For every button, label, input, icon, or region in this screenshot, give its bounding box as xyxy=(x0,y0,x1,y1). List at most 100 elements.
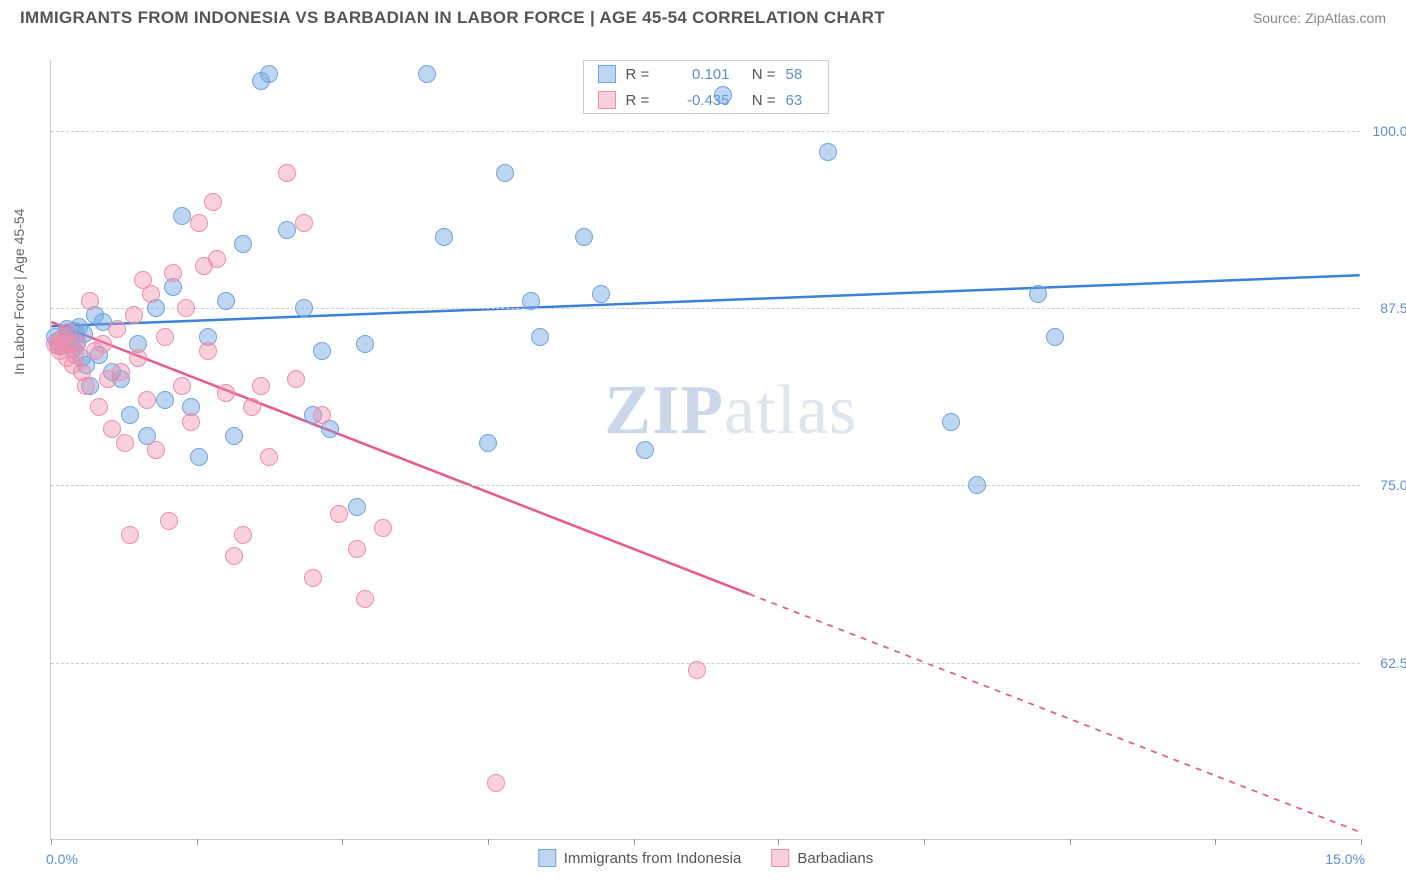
scatter-point xyxy=(177,299,195,317)
legend-n-label: N = xyxy=(740,66,776,83)
scatter-point xyxy=(313,342,331,360)
scatter-point xyxy=(479,434,497,452)
gridline-horizontal xyxy=(51,308,1360,309)
watermark: ZIPatlas xyxy=(604,371,857,451)
scatter-point xyxy=(208,250,226,268)
scatter-point xyxy=(636,441,654,459)
scatter-point xyxy=(942,413,960,431)
legend-series-label: Immigrants from Indonesia xyxy=(564,850,742,867)
scatter-point xyxy=(138,391,156,409)
scatter-point xyxy=(199,342,217,360)
scatter-point xyxy=(819,143,837,161)
trend-line-dashed xyxy=(749,594,1360,832)
scatter-point xyxy=(121,406,139,424)
legend-n-value: 63 xyxy=(786,92,814,109)
scatter-point xyxy=(217,292,235,310)
scatter-point xyxy=(173,377,191,395)
scatter-point xyxy=(968,476,986,494)
scatter-point xyxy=(160,512,178,530)
x-axis-min-label: 0.0% xyxy=(46,851,78,867)
scatter-point xyxy=(592,285,610,303)
scatter-point xyxy=(129,349,147,367)
y-tick-label: 62.5% xyxy=(1365,655,1406,671)
scatter-point xyxy=(435,228,453,246)
scatter-point xyxy=(330,505,348,523)
scatter-point xyxy=(304,569,322,587)
legend-swatch xyxy=(771,849,789,867)
x-tick xyxy=(197,839,198,845)
scatter-point xyxy=(190,214,208,232)
x-tick xyxy=(1361,839,1362,845)
scatter-point xyxy=(278,164,296,182)
gridline-horizontal xyxy=(51,485,1360,486)
scatter-point xyxy=(295,299,313,317)
scatter-point xyxy=(68,335,86,353)
legend-correlation-row: R = 0.101 N = 58 xyxy=(584,61,828,87)
scatter-point xyxy=(173,207,191,225)
scatter-point xyxy=(348,540,366,558)
x-tick xyxy=(51,839,52,845)
y-axis-label: In Labor Force | Age 45-54 xyxy=(11,208,27,374)
scatter-point xyxy=(77,377,95,395)
y-tick-label: 75.0% xyxy=(1365,477,1406,493)
scatter-point xyxy=(295,214,313,232)
scatter-point xyxy=(278,221,296,239)
scatter-point xyxy=(287,370,305,388)
scatter-point xyxy=(156,328,174,346)
scatter-point xyxy=(356,335,374,353)
scatter-point xyxy=(81,292,99,310)
chart-title: IMMIGRANTS FROM INDONESIA VS BARBADIAN I… xyxy=(20,8,885,28)
scatter-point xyxy=(121,526,139,544)
series-legend: Immigrants from Indonesia Barbadians xyxy=(538,849,873,867)
scatter-point xyxy=(1046,328,1064,346)
scatter-point xyxy=(225,547,243,565)
scatter-point xyxy=(575,228,593,246)
scatter-point xyxy=(90,398,108,416)
scatter-point xyxy=(142,285,160,303)
scatter-point xyxy=(204,193,222,211)
legend-swatch xyxy=(598,65,616,83)
legend-r-value: 0.101 xyxy=(668,66,730,83)
legend-series-label: Barbadians xyxy=(797,850,873,867)
scatter-point xyxy=(260,448,278,466)
gridline-horizontal xyxy=(51,663,1360,664)
watermark-rest: atlas xyxy=(724,372,857,449)
scatter-point xyxy=(252,377,270,395)
x-tick xyxy=(1070,839,1071,845)
x-axis-max-label: 15.0% xyxy=(1325,851,1365,867)
x-tick xyxy=(488,839,489,845)
scatter-point xyxy=(348,498,366,516)
scatter-point xyxy=(125,306,143,324)
y-tick-label: 100.0% xyxy=(1365,123,1406,139)
scatter-point xyxy=(94,335,112,353)
watermark-bold: ZIP xyxy=(604,372,724,449)
scatter-point xyxy=(496,164,514,182)
correlation-legend: R =0.101N =58R =-0.435N =63 xyxy=(583,60,829,114)
chart-plot-area: In Labor Force | Age 45-54 ZIPatlas R =0… xyxy=(50,60,1360,840)
scatter-point xyxy=(164,264,182,282)
scatter-point xyxy=(234,235,252,253)
scatter-point xyxy=(356,590,374,608)
scatter-point xyxy=(103,420,121,438)
scatter-point xyxy=(147,441,165,459)
scatter-point xyxy=(260,65,278,83)
chart-source: Source: ZipAtlas.com xyxy=(1253,10,1386,26)
legend-n-value: 58 xyxy=(786,66,814,83)
scatter-point xyxy=(182,413,200,431)
legend-r-label: R = xyxy=(626,92,658,109)
scatter-point xyxy=(234,526,252,544)
legend-series-item: Barbadians xyxy=(771,849,873,867)
legend-r-label: R = xyxy=(626,66,658,83)
scatter-point xyxy=(225,427,243,445)
x-tick xyxy=(778,839,779,845)
scatter-point xyxy=(108,320,126,338)
scatter-point xyxy=(243,398,261,416)
legend-swatch xyxy=(598,91,616,109)
scatter-point xyxy=(688,661,706,679)
legend-series-item: Immigrants from Indonesia xyxy=(538,849,742,867)
legend-swatch xyxy=(538,849,556,867)
scatter-point xyxy=(116,434,134,452)
y-tick-label: 87.5% xyxy=(1365,300,1406,316)
x-tick xyxy=(634,839,635,845)
scatter-point xyxy=(374,519,392,537)
